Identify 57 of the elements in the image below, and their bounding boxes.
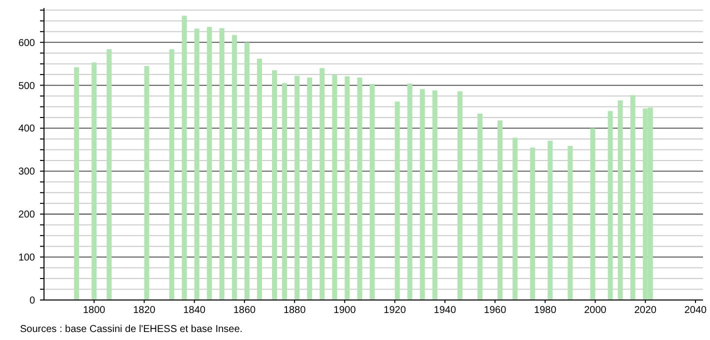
bar bbox=[568, 146, 573, 300]
bar bbox=[498, 120, 503, 300]
y-tick-label: 200 bbox=[18, 210, 36, 221]
y-tick-label: 500 bbox=[18, 80, 36, 92]
bar bbox=[477, 114, 482, 300]
x-tick-label: 2020 bbox=[634, 305, 657, 316]
source-note: Sources : base Cassini de l'EHESS et base Insee. bbox=[20, 324, 243, 335]
x-tick-label: 2000 bbox=[584, 305, 607, 316]
bar bbox=[590, 128, 596, 300]
x-tick-label: 1840 bbox=[183, 305, 206, 316]
bar bbox=[294, 76, 300, 300]
x-tick-label: 1820 bbox=[133, 305, 156, 316]
bar bbox=[282, 83, 288, 300]
y-tick-label: 300 bbox=[18, 166, 36, 178]
y-tick-label: 400 bbox=[18, 124, 36, 135]
bar bbox=[618, 100, 623, 300]
bar bbox=[256, 58, 262, 300]
bar bbox=[206, 26, 212, 300]
x-tick-label: 1800 bbox=[82, 305, 106, 316]
bar bbox=[530, 148, 536, 300]
bar bbox=[344, 76, 350, 300]
bar bbox=[407, 84, 412, 300]
x-tick-label: 1880 bbox=[283, 305, 306, 316]
bar bbox=[232, 35, 237, 300]
bar bbox=[219, 28, 224, 300]
x-tick-label: 1860 bbox=[233, 305, 256, 316]
y-tick-label: 600 bbox=[18, 38, 36, 49]
bar bbox=[144, 66, 150, 300]
bar bbox=[92, 62, 97, 300]
x-tick-label: 1920 bbox=[384, 305, 406, 316]
bar bbox=[457, 91, 462, 300]
bar bbox=[630, 95, 636, 300]
bar bbox=[320, 68, 325, 300]
bar bbox=[432, 90, 438, 300]
bar bbox=[182, 16, 187, 300]
x-tick-label: 1980 bbox=[534, 305, 557, 316]
x-tick-label: 1940 bbox=[434, 305, 456, 316]
bar bbox=[357, 78, 362, 300]
bar bbox=[608, 111, 613, 300]
bar bbox=[169, 49, 174, 300]
bar bbox=[194, 28, 200, 300]
y-tick-label: 0 bbox=[29, 296, 36, 306]
bar bbox=[106, 49, 112, 300]
bar bbox=[74, 67, 80, 300]
bar bbox=[332, 74, 338, 300]
x-tick-label: 2040 bbox=[684, 305, 708, 316]
bar bbox=[370, 84, 375, 300]
bar bbox=[394, 102, 400, 300]
bar bbox=[548, 140, 553, 300]
y-tick-label: 100 bbox=[18, 252, 36, 264]
bar bbox=[244, 42, 250, 300]
bar bbox=[272, 70, 278, 300]
bar bbox=[307, 78, 312, 300]
bar bbox=[512, 138, 518, 300]
x-tick-label: 1900 bbox=[334, 305, 356, 316]
x-tick-label: 1960 bbox=[484, 305, 507, 316]
bar bbox=[420, 89, 425, 300]
